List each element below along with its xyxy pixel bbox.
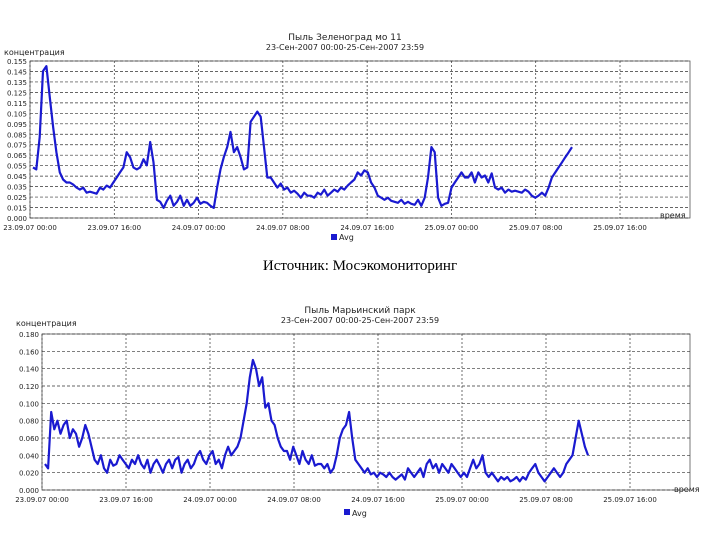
y-tick-label: 0.035	[7, 184, 27, 192]
x-tick-label: 24.09.07 08:00	[267, 496, 321, 504]
grid	[41, 333, 691, 491]
chart-zelenograd: Пыль Зеленоград мо 11 23-Сен-2007 00:00-…	[3, 33, 691, 242]
y-tick-label: 0.125	[7, 89, 27, 97]
x-tick-label: 23.09.07 00:00	[15, 496, 69, 504]
x-tick-label: 24.09.07 16:00	[351, 496, 405, 504]
y-tick-label: 0.060	[19, 435, 39, 443]
chart-subtitle: 23-Сен-2007 00:00-25-Сен-2007 23:59	[281, 316, 439, 325]
chart-subtitle: 23-Сен-2007 00:00-25-Сен-2007 23:59	[266, 43, 424, 52]
chart-title: Пыль Зеленоград мо 11	[288, 33, 401, 43]
y-tick-label: 0.155	[7, 58, 27, 66]
y-tick-label: 0.000	[7, 215, 27, 223]
x-tick-label: 25.09.07 16:00	[593, 224, 647, 232]
y-tick-labels: 0.000 0.020 0.040 0.060 0.080 0.100 0.120 0.140…	[19, 331, 39, 495]
legend-swatch	[344, 509, 350, 515]
x-tick-labels: 23.09.07 00:00 23.09.07 16:00 24.09.07 00:…	[15, 496, 657, 504]
y-tick-label: 0.180	[19, 331, 39, 339]
y-tick-label: 0.040	[19, 452, 39, 460]
chart-title: Пыль Марьинский парк	[304, 306, 416, 316]
x-tick-label: 24.09.07 08:00	[256, 224, 310, 232]
y-tick-label: 0.080	[19, 418, 39, 426]
x-tick-label: 25.09.07 00:00	[425, 224, 479, 232]
plot-border	[41, 333, 691, 491]
grid	[29, 60, 691, 219]
chart-maryinsky-park: Пыль Марьинский парк 23-Сен-2007 00:00-2…	[15, 306, 700, 518]
x-tick-label: 25.09.07 08:00	[519, 496, 573, 504]
y-tick-label: 0.145	[7, 68, 27, 76]
legend-swatch	[331, 234, 337, 240]
x-axis-label: время	[674, 485, 700, 494]
x-tick-label: 24.09.07 00:00	[183, 496, 237, 504]
series-line	[32, 64, 573, 209]
y-tick-label: 0.075	[7, 142, 27, 150]
series-line	[44, 358, 590, 483]
y-tick-label: 0.055	[7, 163, 27, 171]
source-caption: Источник: Мосэкомониторинг	[262, 258, 458, 274]
legend-label: Avg	[339, 233, 354, 242]
x-tick-label: 25.09.07 16:00	[603, 496, 657, 504]
y-tick-label: 0.105	[7, 110, 27, 118]
y-tick-label: 0.160	[19, 348, 39, 356]
y-tick-label: 0.135	[7, 79, 27, 87]
x-tick-label: 25.09.07 08:00	[509, 224, 563, 232]
y-tick-label: 0.115	[7, 100, 27, 108]
y-axis-label: концентрация	[16, 319, 77, 328]
y-tick-label: 0.020	[19, 470, 39, 478]
y-tick-label: 0.065	[7, 152, 27, 160]
y-tick-label: 0.045	[7, 173, 27, 181]
x-tick-label: 23.09.07 16:00	[87, 224, 141, 232]
y-tick-label: 0.015	[7, 205, 27, 213]
x-tick-label: 25.09.07 00:00	[435, 496, 489, 504]
y-tick-label: 0.140	[19, 366, 39, 374]
y-tick-label: 0.120	[19, 383, 39, 391]
x-tick-label: 23.09.07 00:00	[3, 224, 57, 232]
x-tick-labels: 23.09.07 00:00 23.09.07 16:00 24.09.07 00:…	[3, 224, 647, 232]
y-axis-label: концентрация	[4, 48, 65, 57]
plot-border	[29, 60, 691, 219]
y-tick-label: 0.085	[7, 131, 27, 139]
x-axis-label: время	[660, 211, 686, 220]
x-tick-label: 23.09.07 16:00	[99, 496, 153, 504]
y-tick-labels: 0.000 0.015 0.025 0.035 0.045 0.055 0.065 0.075…	[7, 58, 27, 223]
y-tick-label: 0.095	[7, 121, 27, 129]
x-tick-label: 24.09.07 16:00	[340, 224, 394, 232]
y-tick-label: 0.025	[7, 194, 27, 202]
legend-label: Avg	[352, 509, 367, 518]
y-tick-label: 0.100	[19, 400, 39, 408]
y-tick-label: 0.000	[19, 487, 39, 495]
x-tick-label: 24.09.07 00:00	[172, 224, 226, 232]
